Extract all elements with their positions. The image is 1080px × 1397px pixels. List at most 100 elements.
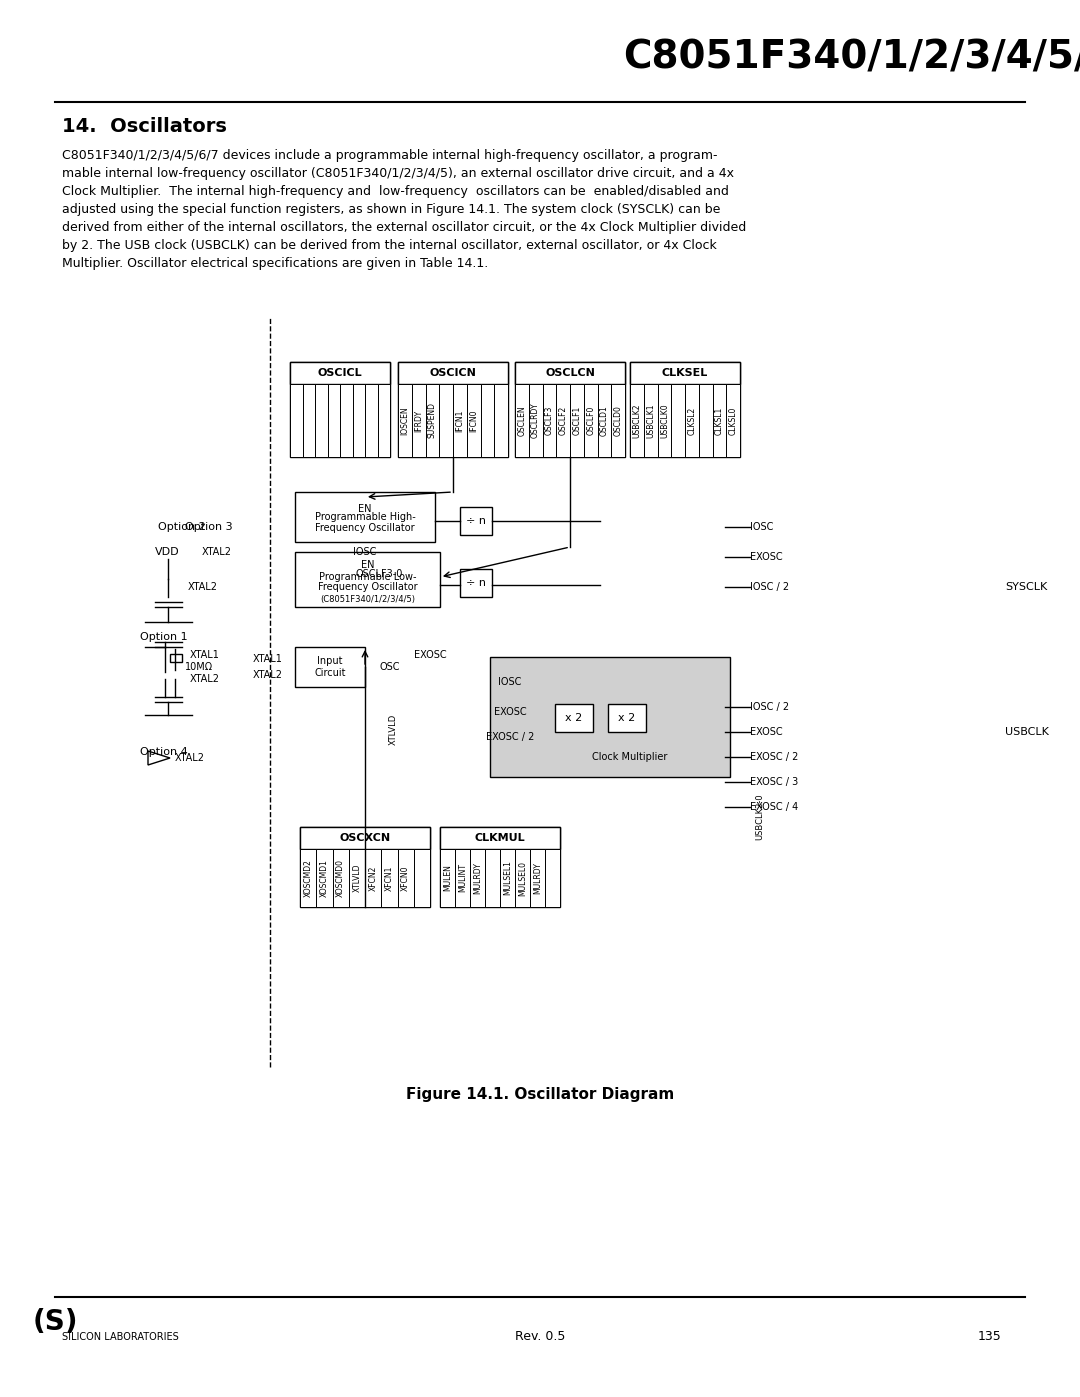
FancyBboxPatch shape xyxy=(515,849,530,907)
Text: 135: 135 xyxy=(978,1330,1002,1344)
FancyBboxPatch shape xyxy=(453,384,467,457)
Text: derived from either of the internal oscillators, the external oscillator circuit: derived from either of the internal osci… xyxy=(62,221,746,233)
Text: Programmable Low-: Programmable Low- xyxy=(319,571,416,581)
Text: CLKSL0: CLKSL0 xyxy=(729,407,738,434)
Text: EXOSC / 4: EXOSC / 4 xyxy=(750,802,798,812)
Text: EXOSC / 3: EXOSC / 3 xyxy=(750,777,798,787)
FancyBboxPatch shape xyxy=(515,384,529,457)
Text: CLKMUL: CLKMUL xyxy=(475,833,525,842)
FancyBboxPatch shape xyxy=(644,384,658,457)
FancyBboxPatch shape xyxy=(529,384,542,457)
Text: SILICON LABORATORIES: SILICON LABORATORIES xyxy=(62,1331,178,1343)
Text: XTAL1: XTAL1 xyxy=(190,650,220,659)
FancyBboxPatch shape xyxy=(597,384,611,457)
FancyBboxPatch shape xyxy=(440,827,561,907)
FancyBboxPatch shape xyxy=(291,362,390,457)
FancyBboxPatch shape xyxy=(556,384,570,457)
Text: XFCN1: XFCN1 xyxy=(384,865,394,891)
Text: Rev. 0.5: Rev. 0.5 xyxy=(515,1330,565,1344)
FancyBboxPatch shape xyxy=(515,362,625,384)
FancyBboxPatch shape xyxy=(481,384,495,457)
Text: VDD: VDD xyxy=(156,548,179,557)
Text: (S): (S) xyxy=(32,1308,78,1336)
Text: IOSC: IOSC xyxy=(353,548,377,557)
Text: Programmable High-: Programmable High- xyxy=(314,511,416,522)
Text: Frequency Oscillator: Frequency Oscillator xyxy=(318,583,417,592)
Text: IOSC / 2: IOSC / 2 xyxy=(750,583,789,592)
Text: OSCLRDY: OSCLRDY xyxy=(531,402,540,439)
Text: by 2. The USB clock (USBCLK) can be derived from the internal oscillator, extern: by 2. The USB clock (USBCLK) can be deri… xyxy=(62,239,717,251)
Text: OSCLD0: OSCLD0 xyxy=(613,405,623,436)
Text: EXOSC: EXOSC xyxy=(414,650,446,659)
FancyBboxPatch shape xyxy=(699,384,713,457)
FancyBboxPatch shape xyxy=(495,384,508,457)
Text: MULINT: MULINT xyxy=(458,863,467,893)
FancyBboxPatch shape xyxy=(542,384,556,457)
FancyBboxPatch shape xyxy=(378,384,390,457)
FancyBboxPatch shape xyxy=(530,849,545,907)
Text: OSC: OSC xyxy=(380,662,401,672)
Text: USBCLK2: USBCLK2 xyxy=(633,404,642,437)
Text: XTAL2: XTAL2 xyxy=(253,671,283,680)
Text: OSCLF2: OSCLF2 xyxy=(558,407,568,434)
Text: IFRDY: IFRDY xyxy=(414,409,423,432)
Text: IFCN1: IFCN1 xyxy=(456,409,464,432)
Text: x 2: x 2 xyxy=(565,712,582,724)
Text: x 2: x 2 xyxy=(619,712,636,724)
FancyBboxPatch shape xyxy=(170,654,183,662)
Text: CLKSEL: CLKSEL xyxy=(662,367,708,379)
FancyBboxPatch shape xyxy=(440,827,561,849)
FancyBboxPatch shape xyxy=(726,384,740,457)
Text: XTLVLD: XTLVLD xyxy=(389,714,397,745)
Text: 10MΩ: 10MΩ xyxy=(185,662,213,672)
Text: CLKSL1: CLKSL1 xyxy=(715,407,724,434)
FancyBboxPatch shape xyxy=(611,384,625,457)
FancyBboxPatch shape xyxy=(340,384,352,457)
FancyBboxPatch shape xyxy=(515,362,625,457)
Text: 14.  Oscillators: 14. Oscillators xyxy=(62,117,227,137)
Text: CLKSL2: CLKSL2 xyxy=(687,407,697,434)
Text: XTAL2: XTAL2 xyxy=(190,673,220,685)
Text: MULRDY: MULRDY xyxy=(473,862,482,894)
FancyBboxPatch shape xyxy=(467,384,481,457)
FancyBboxPatch shape xyxy=(460,569,492,597)
FancyBboxPatch shape xyxy=(713,384,726,457)
FancyBboxPatch shape xyxy=(315,384,327,457)
Text: OSCLEN: OSCLEN xyxy=(517,405,526,436)
Text: OSCLD1: OSCLD1 xyxy=(599,405,609,436)
FancyBboxPatch shape xyxy=(608,704,646,732)
Text: Input: Input xyxy=(318,657,342,666)
Text: EXOSC / 2: EXOSC / 2 xyxy=(750,752,798,761)
FancyBboxPatch shape xyxy=(570,384,584,457)
FancyBboxPatch shape xyxy=(327,384,340,457)
FancyBboxPatch shape xyxy=(630,362,740,384)
FancyBboxPatch shape xyxy=(381,849,397,907)
FancyBboxPatch shape xyxy=(300,827,430,849)
Text: OSCLF3-0: OSCLF3-0 xyxy=(355,569,403,578)
Text: OSCLF1: OSCLF1 xyxy=(572,407,581,434)
Text: C8051F340/1/2/3/4/5/6/7 devices include a programmable internal high-frequency o: C8051F340/1/2/3/4/5/6/7 devices include … xyxy=(62,148,717,162)
Text: OSCXCN: OSCXCN xyxy=(339,833,391,842)
FancyBboxPatch shape xyxy=(397,849,414,907)
FancyBboxPatch shape xyxy=(414,849,430,907)
FancyBboxPatch shape xyxy=(490,657,730,777)
Text: mable internal low-frequency oscillator (C8051F340/1/2/3/4/5), an external oscil: mable internal low-frequency oscillator … xyxy=(62,166,734,179)
Text: USBCLK0: USBCLK0 xyxy=(660,404,669,437)
FancyBboxPatch shape xyxy=(352,384,365,457)
Text: Option 2: Option 2 xyxy=(158,522,206,532)
Text: Clock Multiplier.  The internal high-frequency and  low-frequency  oscillators c: Clock Multiplier. The internal high-freq… xyxy=(62,184,729,197)
Text: OSCLF3: OSCLF3 xyxy=(545,405,554,436)
FancyBboxPatch shape xyxy=(500,849,515,907)
Text: USBCLK: USBCLK xyxy=(1005,726,1049,738)
Text: ÷ n: ÷ n xyxy=(465,578,486,588)
Text: ÷ n: ÷ n xyxy=(465,515,486,527)
Text: XFCN0: XFCN0 xyxy=(401,865,410,891)
Text: Frequency Oscillator: Frequency Oscillator xyxy=(315,522,415,534)
Text: EXOSC: EXOSC xyxy=(750,552,783,562)
Text: XTAL2: XTAL2 xyxy=(175,753,205,763)
FancyBboxPatch shape xyxy=(440,849,455,907)
FancyBboxPatch shape xyxy=(545,849,561,907)
FancyBboxPatch shape xyxy=(584,384,597,457)
FancyBboxPatch shape xyxy=(440,384,453,457)
FancyBboxPatch shape xyxy=(349,849,365,907)
